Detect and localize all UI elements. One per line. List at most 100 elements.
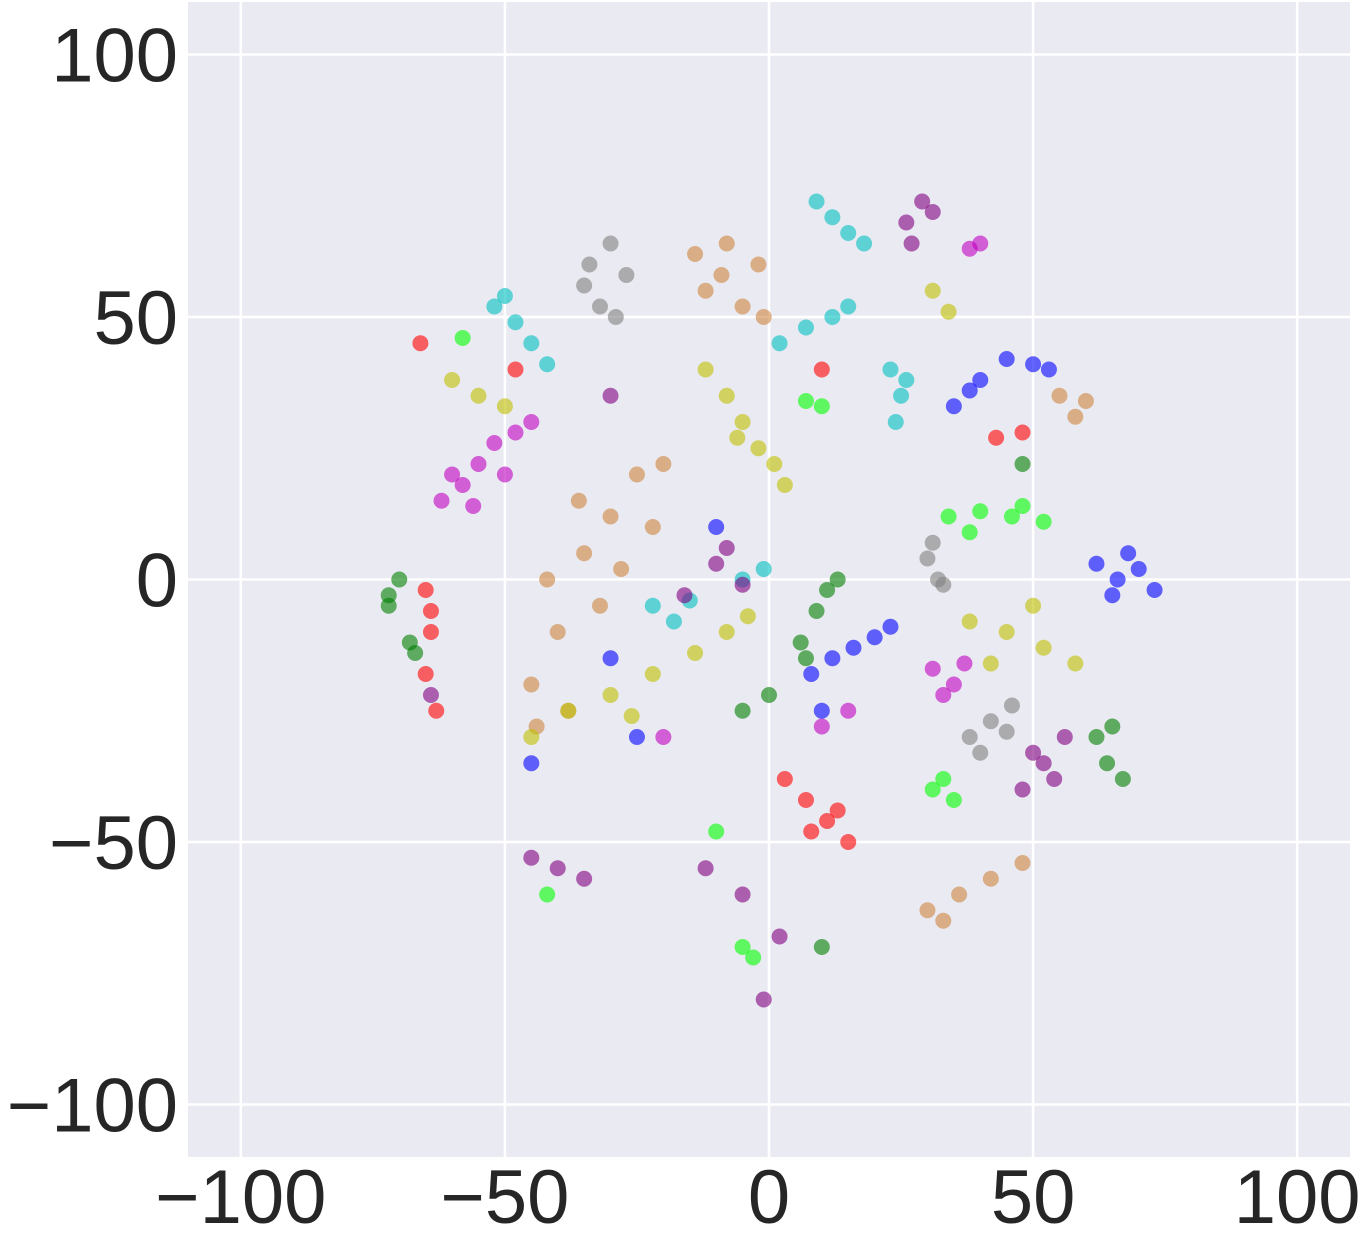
scatter-point <box>813 361 830 378</box>
scatter-point <box>644 519 661 535</box>
scatter-point <box>961 382 978 399</box>
scatter-point <box>771 335 788 352</box>
scatter-point <box>734 414 751 430</box>
scatter-point <box>935 912 952 929</box>
scatter-point <box>766 456 783 472</box>
x-tick-label: −100 <box>155 1155 326 1231</box>
scatter-point <box>882 361 899 378</box>
y-tick-label: 100 <box>51 14 178 99</box>
scatter-point <box>523 676 540 693</box>
scatter-point <box>813 398 830 415</box>
scatter-point <box>956 655 973 672</box>
scatter-point <box>412 335 429 352</box>
scatter-point <box>1025 597 1042 614</box>
scatter-point <box>739 608 756 625</box>
scatter-point <box>380 597 397 614</box>
scatter-point <box>935 576 952 593</box>
scatter-point <box>829 571 846 588</box>
scatter-point <box>422 687 439 703</box>
scatter-point <box>924 660 941 677</box>
scatter-point <box>422 603 439 619</box>
scatter-point <box>797 319 814 336</box>
scatter-point <box>755 309 772 325</box>
scatter-point <box>803 666 820 682</box>
scatter-point <box>602 650 619 667</box>
scatter-point <box>998 351 1015 367</box>
scatter-point <box>924 282 941 299</box>
scatter-point <box>998 723 1015 740</box>
scatter-point <box>866 629 883 646</box>
scatter-point <box>914 193 931 210</box>
scatter-point <box>819 582 836 598</box>
scatter-point <box>602 687 619 703</box>
scatter-point <box>745 949 762 966</box>
scatter-point <box>1067 408 1084 425</box>
scatter-point <box>507 314 524 331</box>
scatter-point <box>1014 855 1031 871</box>
scatter-point <box>1120 545 1137 562</box>
scatter-point <box>1014 424 1031 441</box>
scatter-point <box>924 204 941 220</box>
scatter-point <box>602 508 619 525</box>
scatter-point <box>755 991 772 1008</box>
scatter-point <box>951 886 968 903</box>
scatter-point <box>961 524 978 541</box>
scatter-point <box>1051 387 1068 404</box>
scatter-point <box>591 597 608 614</box>
x-tick-label: 100 <box>1234 1155 1361 1231</box>
scatter-point <box>1014 456 1031 472</box>
scatter-point <box>998 624 1015 640</box>
scatter-point <box>496 466 513 483</box>
scatter-point <box>576 277 593 294</box>
scatter-point <box>655 729 672 745</box>
scatter-point <box>454 477 471 493</box>
scatter-point <box>486 435 503 451</box>
scatter-point <box>776 477 793 493</box>
scatter-point <box>417 582 434 598</box>
scatter-point <box>797 792 814 808</box>
scatter-point <box>607 309 624 325</box>
scatter-point <box>444 466 461 483</box>
scatter-point <box>771 928 788 945</box>
x-tick-label: 0 <box>748 1155 790 1231</box>
scatter-point <box>972 235 989 252</box>
scatter-point <box>433 492 450 509</box>
scatter-point <box>903 235 920 252</box>
scatter-point <box>697 860 714 877</box>
scatter-point <box>1104 587 1121 604</box>
scatter-point <box>417 666 434 682</box>
scatter-point <box>840 834 857 850</box>
scatter-point <box>1025 356 1042 373</box>
scatter-point <box>940 303 957 320</box>
scatter-point <box>919 902 936 919</box>
scatter-point <box>1104 718 1121 735</box>
scatter-point <box>602 387 619 404</box>
scatter-point <box>718 540 735 556</box>
scatter-point <box>708 555 725 572</box>
scatter-point <box>792 634 809 651</box>
scatter-point <box>687 645 704 661</box>
scatter-point <box>539 571 556 588</box>
scatter-point <box>824 309 841 325</box>
scatter-point <box>734 298 751 315</box>
scatter-point <box>1077 393 1094 409</box>
scatter-point <box>813 702 830 719</box>
scatter-point <box>708 519 725 535</box>
scatter-point <box>750 256 767 273</box>
scatter-point <box>676 587 693 604</box>
scatter-point <box>840 298 857 315</box>
scatter-point <box>755 561 772 577</box>
scatter-point <box>840 225 857 241</box>
scatter-point <box>655 456 672 472</box>
scatter-point <box>523 755 540 772</box>
scatter-point <box>523 335 540 352</box>
scatter-point <box>1114 771 1131 787</box>
scatter-point <box>893 387 910 404</box>
scatter-point <box>829 802 846 819</box>
scatter-point <box>422 624 439 640</box>
scatter-point <box>444 372 461 388</box>
scatter-point <box>576 545 593 562</box>
scatter-point <box>824 209 841 226</box>
y-tick-label: −50 <box>49 801 178 886</box>
scatter-point <box>882 618 899 635</box>
